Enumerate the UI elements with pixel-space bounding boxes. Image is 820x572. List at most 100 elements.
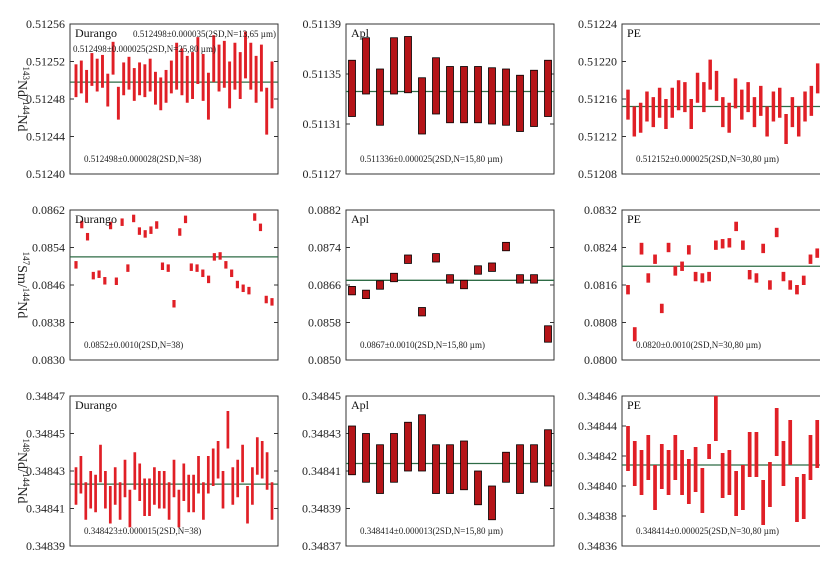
error-bar	[781, 441, 786, 486]
error-bar	[801, 275, 806, 285]
error-bar	[80, 220, 84, 229]
error-bar	[206, 72, 210, 120]
error-bar	[230, 269, 234, 278]
error-bar	[645, 91, 649, 122]
error-bar	[659, 303, 664, 314]
error-bar	[265, 87, 269, 135]
error-bar	[104, 471, 107, 509]
error-bar	[235, 280, 239, 289]
error-bar	[126, 264, 130, 272]
error-bar	[132, 214, 136, 223]
error-bar	[113, 467, 117, 505]
error-bar	[79, 456, 83, 494]
error-bar	[676, 80, 681, 111]
y-tick-label: 0.51216	[578, 92, 617, 106]
error-bar	[148, 58, 152, 92]
y-tick-label: 0.0800	[584, 353, 617, 367]
y-tick-label: 0.0862	[32, 203, 65, 217]
error-bar	[114, 277, 118, 285]
error-bar	[172, 459, 176, 498]
error-bar	[771, 91, 776, 122]
error-bar	[376, 444, 384, 494]
y-tick-label: 0.34845	[26, 427, 65, 441]
error-bar	[183, 215, 188, 224]
error-bar	[502, 68, 510, 126]
error-bar	[686, 245, 691, 255]
error-bar	[632, 441, 637, 486]
error-bar	[231, 467, 235, 505]
panel-label: Durango	[75, 26, 117, 40]
error-bar	[815, 248, 820, 258]
error-bar	[244, 31, 247, 79]
error-bar	[790, 97, 795, 128]
error-bar	[197, 456, 200, 494]
error-bar	[265, 452, 269, 490]
error-bar	[695, 72, 700, 103]
error-bar	[686, 459, 691, 504]
error-bar	[108, 486, 112, 524]
error-bar	[765, 106, 769, 137]
panel-note: 0.512498±0.000035(2SD,N=13,65 µm)	[133, 29, 276, 39]
error-bar	[167, 482, 171, 520]
y-tick-label: 0.51244	[26, 130, 65, 144]
error-bar	[673, 266, 678, 276]
panel-summary: 0.348423±0.000015(2SD,N=38)	[84, 526, 201, 536]
error-bar	[788, 420, 793, 465]
panel-apl-3: 0.34837 0.34839 0.34841 0.34843 0.34845 Apl 0.…	[302, 389, 555, 553]
panel-durango-3: 0.34839 0.34841 0.34843 0.34845 0.34847 Duran…	[26, 389, 279, 553]
panel-summary: 0.348414±0.000013(2SD,N=15,80 µm)	[360, 526, 503, 536]
error-bar	[638, 102, 643, 133]
error-bar	[166, 264, 170, 272]
y-tick-label: 0.34841	[26, 502, 65, 516]
error-bar	[79, 60, 83, 94]
error-bar	[211, 448, 215, 486]
panel-label: PE	[627, 212, 641, 226]
error-bar	[741, 465, 745, 510]
error-bar	[376, 280, 384, 290]
y-tick-label: 0.51131	[302, 117, 341, 131]
error-bar	[516, 74, 524, 132]
error-bar	[116, 86, 120, 120]
error-bar	[118, 482, 122, 520]
error-bar	[224, 261, 228, 269]
error-bar	[390, 272, 398, 283]
error-bar	[85, 232, 90, 241]
y-tick-label: 0.51224	[578, 17, 617, 31]
error-bar	[178, 228, 182, 236]
y-tick-label: 0.0874	[308, 241, 341, 255]
y-label-text: Nd	[14, 301, 29, 318]
error-bar	[460, 279, 468, 290]
y-label-text: Sm/	[14, 265, 29, 288]
error-bar	[99, 444, 102, 483]
error-bar	[362, 37, 370, 95]
error-bar	[754, 432, 759, 477]
y-tick-label: 0.0830	[32, 353, 65, 367]
y-tick-label: 0.0832	[584, 203, 617, 217]
panel-label: Durango	[75, 212, 117, 226]
error-bar	[74, 467, 78, 505]
error-bar	[734, 221, 738, 232]
panels: 0.51240 0.51244 0.51248 0.51252 0.51256 Duran…	[26, 17, 820, 553]
plot-frame	[621, 395, 820, 547]
error-bar	[700, 273, 705, 283]
error-bar	[246, 486, 249, 524]
panel-apl-2: 0.0850 0.0858 0.0866 0.0874 0.0882 Apl 0.0867±…	[308, 203, 555, 367]
error-bar	[474, 265, 482, 275]
y-label-sup: 144	[21, 473, 31, 487]
error-bar	[809, 85, 814, 116]
y-tick-label: 0.0816	[584, 278, 617, 292]
error-bar	[727, 238, 732, 248]
error-bar	[148, 478, 151, 516]
error-bar	[720, 239, 725, 249]
error-bar	[254, 55, 258, 103]
y-tick-label: 0.34844	[578, 419, 617, 433]
error-bar	[207, 275, 211, 284]
panel-label: PE	[627, 26, 641, 40]
error-bar	[74, 261, 78, 269]
error-bar	[192, 474, 195, 513]
error-bar	[233, 42, 237, 90]
error-bar	[218, 252, 222, 260]
error-bar	[155, 221, 159, 229]
error-bar	[89, 471, 93, 509]
